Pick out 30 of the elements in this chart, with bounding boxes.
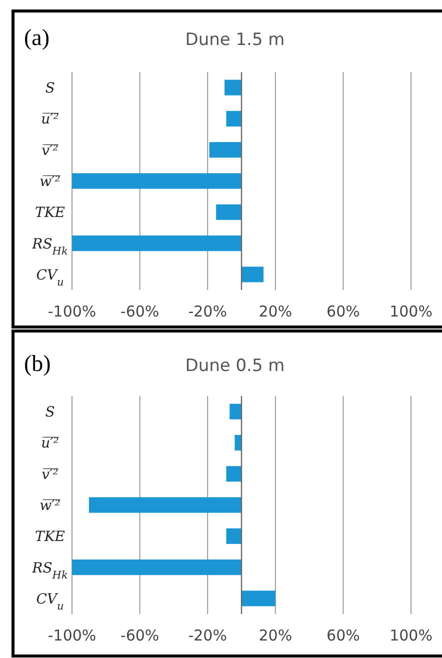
text: (a) <box>24 25 50 50</box>
chart-title: Dune 1.5 m <box>185 30 285 50</box>
y-tick-label: TKE <box>34 205 66 222</box>
chart-title: Dune 0.5 m <box>185 356 285 376</box>
y-tick-label: TKE <box>34 529 66 546</box>
x-tick-label: -60% <box>120 626 160 645</box>
x-tick-label: -100% <box>48 626 96 645</box>
y-tick-label: v̅′̅²̅ <box>42 466 59 483</box>
x-tick-label: 60% <box>326 626 360 645</box>
y-tick-label: u̅′̅²̅ <box>41 436 60 452</box>
y-tick-label: CV$_{u}$ <box>36 591 64 612</box>
y-tick-label: w̅′̅²̅ <box>40 174 61 190</box>
y-tick-label: S <box>45 404 55 421</box>
x-tick-label: 20% <box>258 626 292 645</box>
y-tick-label: u̅′̅²̅ <box>41 112 60 128</box>
y-tick-label: S <box>45 80 55 97</box>
x-tick-label: 100% <box>390 302 432 321</box>
y-tick-label: w̅′̅²̅ <box>40 498 61 514</box>
x-tick-label: 60% <box>326 302 360 321</box>
y-tick-label: v̅′̅²̅ <box>42 142 59 159</box>
y-tick-label: CV$_{u}$ <box>36 267 64 288</box>
x-tick-label: -20% <box>188 302 227 321</box>
y-tick-label: RS$_{Hk}$ <box>31 560 68 582</box>
x-tick-label: 100% <box>390 626 432 645</box>
x-tick-label: 20% <box>258 302 292 321</box>
y-tick-label: RS$_{Hk}$ <box>31 236 68 258</box>
x-tick-label: -100% <box>48 302 96 321</box>
x-tick-label: -60% <box>120 302 160 321</box>
x-tick-label: -20% <box>188 626 227 645</box>
text: (b) <box>24 351 51 376</box>
